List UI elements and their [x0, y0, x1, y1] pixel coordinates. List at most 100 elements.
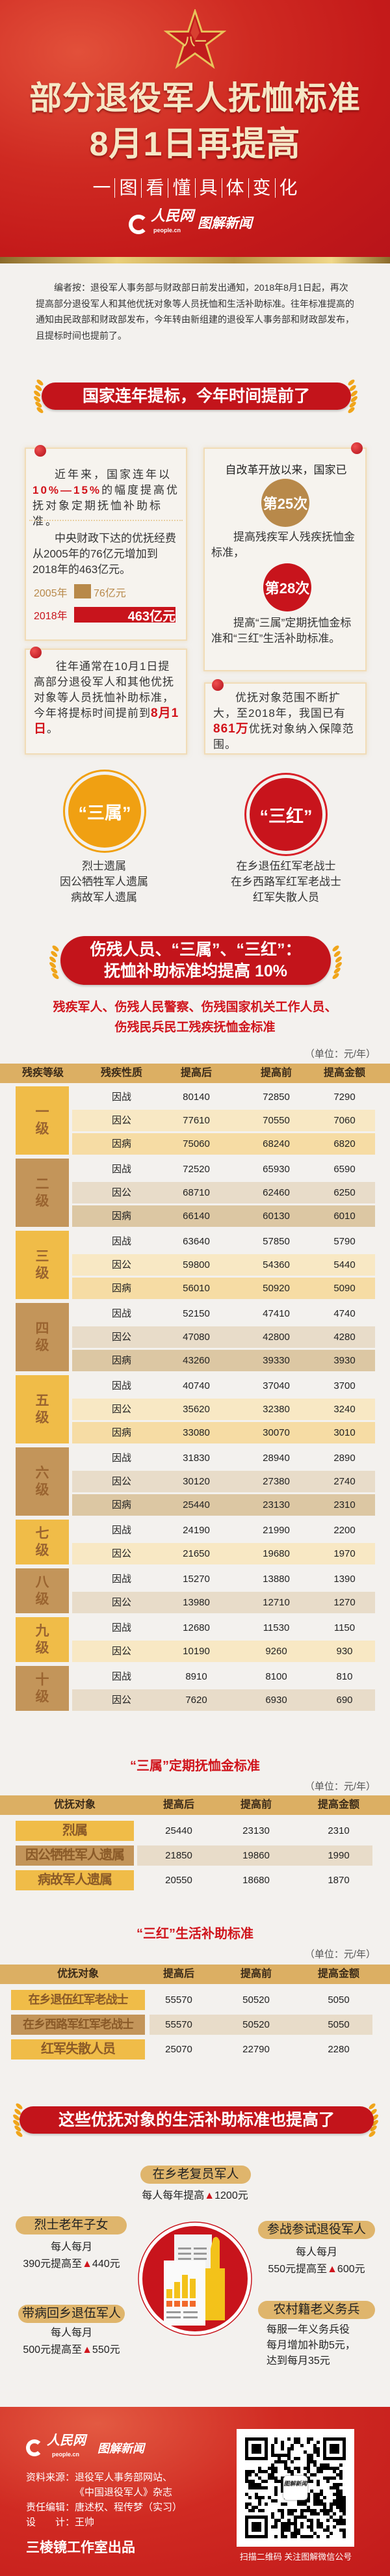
- table-cell: 33080: [183, 1427, 210, 1438]
- date-change-text: 往年通常在10月1日提高部分退役军人和其他优抚对象等人员抚恤补助标准，今年将提标…: [34, 660, 179, 736]
- pushpin-icon: [34, 445, 46, 457]
- table-row: 因战 52150 47410 4740: [72, 1303, 375, 1324]
- table-cell: 19680: [263, 1548, 290, 1559]
- table-cell: 3930: [333, 1355, 356, 1366]
- disability-nature: 因病: [111, 1427, 131, 1438]
- bar-2005: [74, 584, 91, 598]
- grade-label: 十级: [16, 1666, 69, 1711]
- sanshu-item: 烈士遗属: [82, 860, 126, 872]
- table-cell: 6930: [265, 1695, 287, 1706]
- table-cell: 18680: [242, 1875, 270, 1886]
- table-cell: 56010: [183, 1283, 210, 1294]
- page-title-line1: 部分退役军人抚恤标准: [29, 80, 361, 116]
- table-cell: 24190: [183, 1525, 210, 1536]
- sanshu-sanhong-raise-text: 提高“三属”定期抚恤金标准和“三红”生活补助标准。: [211, 617, 352, 645]
- disability-table-title-line1: 残疾军人、伤残人民警察、伤残国家机关工作人员、: [53, 1000, 337, 1014]
- column-header: 提高后: [180, 1067, 212, 1079]
- table-row: 因战 72520 65930 6590: [72, 1159, 375, 1180]
- table-row: 因战 24190 21990 2200: [72, 1520, 375, 1541]
- table-cell: 32380: [263, 1404, 290, 1415]
- people-logo-sub: people.cn: [153, 227, 181, 234]
- subtitle-char: 具: [194, 178, 222, 198]
- table-row: 因公 30120 27380 2740: [72, 1471, 375, 1492]
- bar-2005-label: 76亿元: [94, 588, 126, 599]
- table-cell: 7060: [333, 1115, 356, 1126]
- grade-label: 八级: [16, 1568, 69, 1613]
- credits: 资料来源：退役军人事务部网站、 《中国退役军人》杂志 责任编辑：唐述权、程传梦（…: [26, 2472, 183, 2528]
- disability-nature: 因战: [111, 1574, 131, 1585]
- grade-label: 四级: [16, 1303, 69, 1371]
- table-row: 因战 15270 13880 1390: [72, 1568, 375, 1590]
- disability-table-title-line2: 伤残民兵民工残疾抚恤金标准: [114, 1021, 276, 1034]
- column-header: 提高金额: [317, 1968, 359, 1979]
- table-cell: 690: [336, 1695, 353, 1706]
- table-cell: 68240: [263, 1138, 290, 1149]
- table-cell: 5440: [333, 1259, 356, 1270]
- card-raise-count: 自改革开放以来，国家已 第25次 提高残疾军人残疾抚恤金标准， 第28次 提高“…: [203, 448, 367, 671]
- disability-nature: 因战: [111, 1236, 131, 1247]
- pill-sick-veterans: 带病回乡退伍军人: [18, 2305, 125, 2323]
- table-row: 因公 47080 42800 4280: [72, 1326, 375, 1348]
- qr-code[interactable]: 图解新闻: [237, 2429, 354, 2547]
- disability-nature: 因公: [111, 1187, 131, 1198]
- badge-25: 第25次: [261, 479, 309, 527]
- people-logo-text: 人民网: [47, 2434, 86, 2448]
- table-row-bg: [137, 1845, 372, 1866]
- table-cell: 11530: [263, 1622, 290, 1633]
- unit-label: （单位：元/年）: [304, 1781, 376, 1792]
- column-header: 提高金额: [317, 1799, 359, 1810]
- page-subtitle: 一图看懂具体变化: [0, 178, 390, 198]
- sanshu-item: 因公牺牲军人遗属: [60, 876, 148, 888]
- table-cell: 25070: [165, 2044, 192, 2055]
- card-growth-rate: 近年来，国家连年以10%—15%的幅度提高优抚对象定期抚恤补助标准。 中央财政下…: [25, 448, 187, 641]
- table-cell: 2890: [333, 1453, 356, 1464]
- up-triangle-icon: ▲: [204, 2190, 215, 2201]
- table-cell: 31830: [183, 1453, 210, 1464]
- badge-28: 第28次: [263, 563, 311, 611]
- coverage-highlight: 861万: [213, 722, 249, 736]
- pushpin-icon: [212, 679, 224, 691]
- table-cell: 70550: [263, 1115, 290, 1126]
- table-row: 因公 59800 54360 5440: [72, 1254, 375, 1276]
- table-cell: 1150: [333, 1622, 356, 1633]
- section2-banner: 伤残人员、“三属”、“三红”： 抚恤补助标准均提高 10%: [60, 936, 331, 985]
- table-cell: 47080: [183, 1332, 210, 1343]
- table-cell: 72850: [263, 1092, 290, 1103]
- grade-label: 五级: [16, 1375, 69, 1443]
- table-row: 因战 63640 57850 5790: [72, 1231, 375, 1252]
- disability-nature: 因病: [111, 1138, 131, 1149]
- beneficiary-label: 在乡西路军红军老战士: [11, 2015, 145, 2035]
- qr-center-logo: 图解新闻: [283, 2476, 307, 2500]
- table-cell: 3700: [333, 1380, 356, 1391]
- table-cell: 7290: [333, 1092, 356, 1103]
- table-row: 因公 10190 9260 930: [72, 1641, 375, 1662]
- table-cell: 6590: [333, 1164, 356, 1175]
- section2-banner-line2: 抚恤补助标准均提高 10%: [104, 962, 287, 980]
- table-cell: 10190: [183, 1646, 210, 1657]
- growth-rate-text: 近年来，国家连年以10%—15%的幅度提高优抚对象定期抚恤补助标准。: [32, 468, 180, 528]
- table-cell: 5050: [328, 1994, 350, 2006]
- disability-nature: 因公: [111, 1259, 131, 1270]
- table-cell: 4280: [333, 1332, 356, 1343]
- beneficiary-label: 烈属: [16, 1821, 134, 1841]
- bar-2018: [74, 607, 176, 623]
- disability-nature: 因公: [111, 1548, 131, 1559]
- laurel-left-icon: [29, 379, 48, 418]
- table-row: 因战 80140 72850 7290: [72, 1086, 375, 1108]
- table-cell: 810: [336, 1671, 353, 1682]
- table-cell: 1870: [328, 1875, 350, 1886]
- martyr-children-text: 每人每月 390元提高至▲440元: [23, 2242, 120, 2270]
- subtitle-char: 化: [274, 178, 302, 198]
- table-cell: 43260: [183, 1355, 210, 1366]
- table-cell: 8910: [185, 1671, 207, 1682]
- sanshu_table-header: 优抚对象 提高后 提高前 提高金额: [0, 1795, 390, 1815]
- table-cell: 52150: [183, 1308, 210, 1319]
- sanshu-seal: “三属”: [68, 775, 141, 848]
- sanhong-item: 在乡退伍红军老战士: [236, 860, 336, 872]
- table-cell: 30070: [263, 1427, 290, 1438]
- disability-nature: 因病: [111, 1283, 131, 1294]
- table-cell: 1270: [333, 1597, 356, 1608]
- subtitle-char: 看: [141, 178, 168, 198]
- column-header: 残疾等级: [21, 1067, 64, 1079]
- table-row: 因病 75060 68240 6820: [72, 1133, 375, 1155]
